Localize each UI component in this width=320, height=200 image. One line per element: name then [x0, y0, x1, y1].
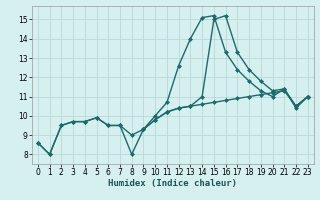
- X-axis label: Humidex (Indice chaleur): Humidex (Indice chaleur): [108, 179, 237, 188]
